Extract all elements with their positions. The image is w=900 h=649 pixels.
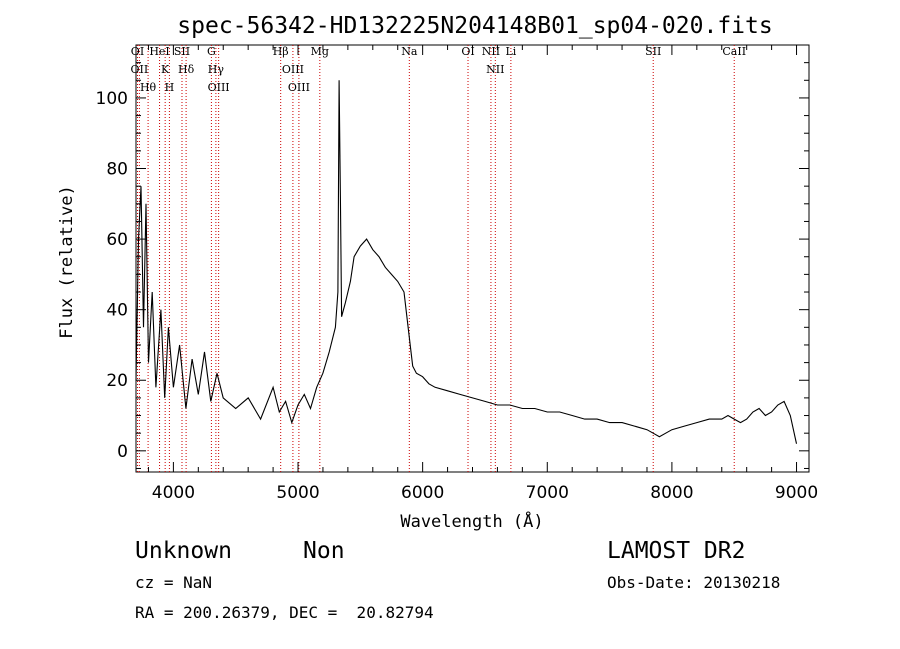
observation-date: Obs-Date: 20130218 (607, 573, 781, 592)
line-label: OIII (208, 81, 230, 94)
line-label: HeI (149, 45, 169, 58)
x-tick-label: 6000 (401, 483, 444, 503)
line-label: Hθ (140, 81, 157, 94)
spectrum-series (135, 80, 798, 444)
line-label: Mg (311, 45, 329, 58)
x-tick-label: 7000 (526, 483, 569, 503)
line-label: Na (401, 45, 418, 58)
object-class: Non (303, 538, 345, 564)
line-label: SII (645, 45, 661, 58)
spectrum-figure: spec-56342-HD132225N204148B01_sp04-020.f… (57, 13, 818, 532)
y-tick-label: 100 (96, 89, 128, 109)
y-axis-label: Flux (relative) (57, 185, 77, 339)
x-tick-label: 5000 (276, 483, 319, 503)
line-label: K (161, 63, 170, 76)
chart-title: spec-56342-HD132225N204148B01_sp04-020.f… (177, 13, 772, 39)
line-label: G (207, 45, 216, 58)
x-axis-ticks: 4000 5000 6000 7000 8000 9000 (147, 45, 818, 503)
line-label: Li (505, 45, 516, 58)
y-tick-label: 20 (106, 371, 128, 391)
redshift-cz: cz = NaN (135, 573, 213, 592)
line-label: OI (131, 45, 144, 58)
y-axis-ticks: 0 20 40 60 80 100 (96, 62, 809, 469)
x-tick-label: 8000 (650, 483, 693, 503)
line-label: SII (174, 45, 190, 58)
line-label: H (165, 81, 175, 94)
line-label: CaII (722, 45, 746, 58)
survey-name: LAMOST DR2 (607, 538, 746, 564)
ra-dec-coordinates: RA = 200.26379, DEC = 20.82794 (135, 603, 434, 622)
spectrum-line (135, 80, 798, 444)
line-label: OI (461, 45, 474, 58)
x-tick-label: 4000 (152, 483, 195, 503)
line-label: NII (486, 63, 504, 76)
line-label: Hγ (208, 63, 225, 76)
x-axis-label: Wavelength (Å) (400, 510, 543, 532)
line-label: OIII (282, 63, 304, 76)
y-tick-label: 40 (106, 301, 128, 321)
y-tick-label: 0 (117, 442, 128, 462)
line-label: Hβ (273, 45, 289, 58)
object-name: Unknown (135, 538, 232, 564)
line-label: Hδ (178, 63, 195, 76)
x-tick-label: 9000 (775, 483, 818, 503)
line-label: OIII (288, 81, 310, 94)
emission-line-labels: OI OII Hθ HeI KH SII Hδ G Hγ OIII Hβ OIII OIII Mg Na OI… (131, 45, 747, 94)
line-label: NII (482, 45, 500, 58)
y-tick-label: 80 (106, 160, 128, 180)
y-tick-label: 60 (106, 230, 128, 250)
emission-line-markers (136, 45, 735, 472)
line-label: OII (131, 63, 149, 76)
